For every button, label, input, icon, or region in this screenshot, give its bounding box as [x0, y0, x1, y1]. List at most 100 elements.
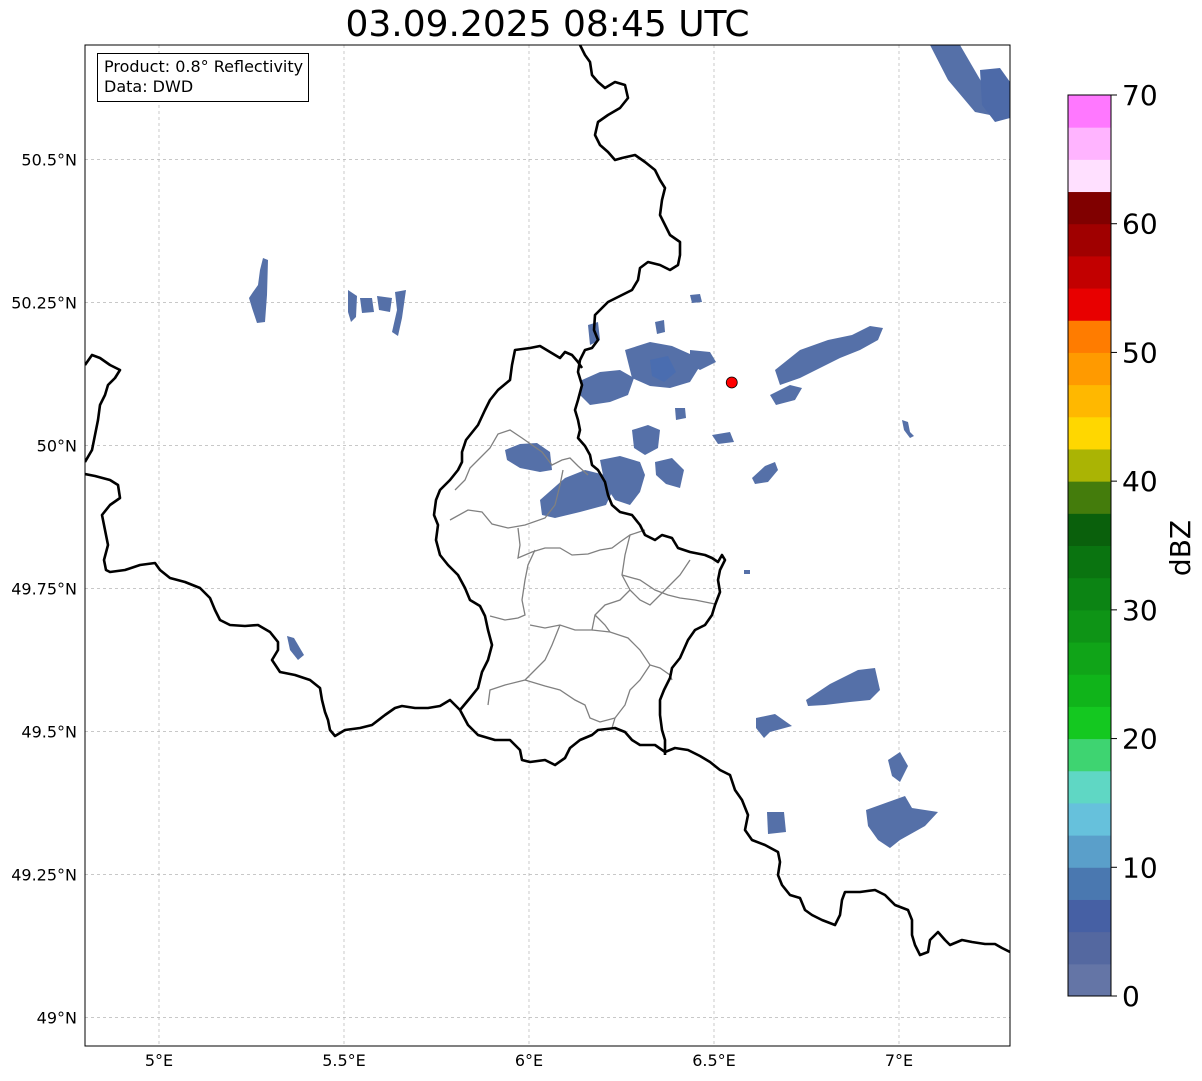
- colorbar-swatch: [1068, 416, 1111, 450]
- colorbar-swatch: [1068, 255, 1111, 289]
- colorbar-swatch: [1068, 609, 1111, 643]
- colorbar-swatch: [1068, 931, 1111, 965]
- echo-cell: [712, 432, 734, 444]
- echo-cell: [756, 714, 792, 738]
- admin-border: [524, 679, 616, 723]
- admin-border: [629, 559, 691, 606]
- lat-tick-label: 50°N: [37, 436, 77, 455]
- echo-cell: [902, 420, 914, 438]
- colorbar-swatch: [1068, 159, 1111, 193]
- colorbar-tick-label: 40: [1122, 465, 1158, 498]
- colorbar-swatch: [1068, 674, 1111, 707]
- colorbar-swatch: [1068, 770, 1111, 804]
- admin-border: [454, 429, 589, 491]
- colorbar-tick-label: 20: [1122, 723, 1158, 756]
- lon-tick-labels: 5°E 5.5°E 6°E 6.5°E 7°E: [145, 1051, 913, 1070]
- colorbar-swatch: [1068, 802, 1111, 836]
- echo-cell: [866, 796, 938, 848]
- colorbar-tick-label: 10: [1122, 851, 1158, 884]
- colorbar-swatch: [1068, 223, 1111, 257]
- colorbar-swatch: [1068, 899, 1111, 933]
- echo-cell: [655, 320, 665, 334]
- radar-site-layer: [725, 376, 738, 389]
- gridlines: [85, 45, 1010, 1046]
- echo-cell: [806, 668, 880, 706]
- colorbar-tick-labels: 0 10 20 30 40 50 60 70: [1111, 79, 1158, 1013]
- colorbar-swatch: [1068, 481, 1111, 514]
- echo-cell: [392, 290, 406, 336]
- colorbar-swatch: [1068, 963, 1111, 997]
- echo-cell: [675, 408, 686, 420]
- info-box: Product: 0.8° Reflectivity Data: DWD: [97, 53, 310, 102]
- echo-cell: [600, 456, 645, 505]
- lat-tick-label: 49.75°N: [11, 579, 77, 598]
- colorbar-swatch: [1068, 738, 1111, 772]
- colorbar-swatch: [1068, 867, 1111, 900]
- colorbar-swatch: [1068, 642, 1111, 675]
- lon-tick-label: 6°E: [515, 1051, 543, 1070]
- echo-cell: [287, 636, 304, 660]
- product-label: Product: 0.8° Reflectivity: [104, 57, 304, 76]
- national-border: [85, 472, 461, 738]
- echo-cell: [360, 298, 374, 313]
- colorbar-tick-label: 50: [1122, 336, 1158, 369]
- lat-tick-label: 49.5°N: [21, 722, 77, 741]
- colorbar-tick-label: 0: [1122, 980, 1140, 1013]
- admin-border: [529, 534, 631, 631]
- data-source-label: Data: DWD: [104, 77, 194, 96]
- colorbar-swatch: [1068, 320, 1111, 353]
- colorbar-swatch: [1068, 95, 1111, 128]
- echo-cell: [930, 45, 990, 115]
- borders: [85, 45, 1010, 957]
- admin-border: [517, 527, 646, 560]
- colorbar-swatch: [1068, 191, 1111, 225]
- lon-tick-label: 5°E: [145, 1051, 173, 1070]
- echo-cell: [690, 294, 702, 303]
- admin-border: [449, 469, 564, 529]
- echo-cell: [744, 570, 750, 574]
- lat-tick-label: 50.25°N: [11, 293, 77, 312]
- colorbar-swatch: [1068, 706, 1111, 740]
- echo-cell: [655, 458, 684, 488]
- echo-cell: [775, 326, 883, 385]
- echo-cell: [249, 258, 268, 323]
- lon-tick-label: 5.5°E: [322, 1051, 366, 1070]
- echo-cell: [980, 68, 1010, 122]
- colorbar-swatch: [1068, 835, 1111, 868]
- map-plot-area: [85, 45, 1010, 1046]
- colorbar: [1068, 95, 1111, 997]
- lat-tick-label: 49°N: [37, 1008, 77, 1027]
- echo-cell: [650, 356, 676, 382]
- national-border: [664, 746, 1010, 957]
- colorbar-swatch: [1068, 288, 1111, 321]
- echo-cell: [690, 350, 716, 370]
- echo-cell: [377, 296, 392, 312]
- lon-tick-label: 7°E: [885, 1051, 913, 1070]
- colorbar-tick-label: 70: [1122, 79, 1158, 112]
- admin-border: [611, 664, 651, 729]
- lat-tick-label: 50.5°N: [21, 150, 77, 169]
- lat-tick-labels: 49°N 49.25°N 49.5°N 49.75°N 50°N 50.25°N 50.5°…: [11, 150, 77, 1027]
- colorbar-swatch: [1068, 577, 1111, 611]
- echo-cell: [888, 752, 908, 782]
- echo-cell: [580, 370, 634, 405]
- admin-border: [621, 574, 716, 605]
- colorbar-swatch: [1068, 513, 1111, 546]
- admin-border: [487, 624, 561, 706]
- echo-cell: [540, 470, 612, 518]
- echo-cell: [770, 385, 802, 405]
- echo-cell: [767, 812, 786, 834]
- admin-border: [489, 549, 536, 621]
- national-border: [573, 45, 727, 755]
- admin-border: [594, 614, 611, 633]
- colorbar-label: dBZ: [1164, 520, 1197, 576]
- national-border: [432, 344, 584, 711]
- colorbar-swatch: [1068, 448, 1111, 482]
- national-border: [458, 709, 666, 767]
- colorbar-swatch: [1068, 352, 1111, 386]
- echo-cell: [348, 290, 357, 322]
- colorbar-swatch: [1068, 384, 1111, 418]
- admin-border: [591, 629, 673, 681]
- lat-tick-label: 49.25°N: [11, 865, 77, 884]
- national-border: [85, 353, 122, 463]
